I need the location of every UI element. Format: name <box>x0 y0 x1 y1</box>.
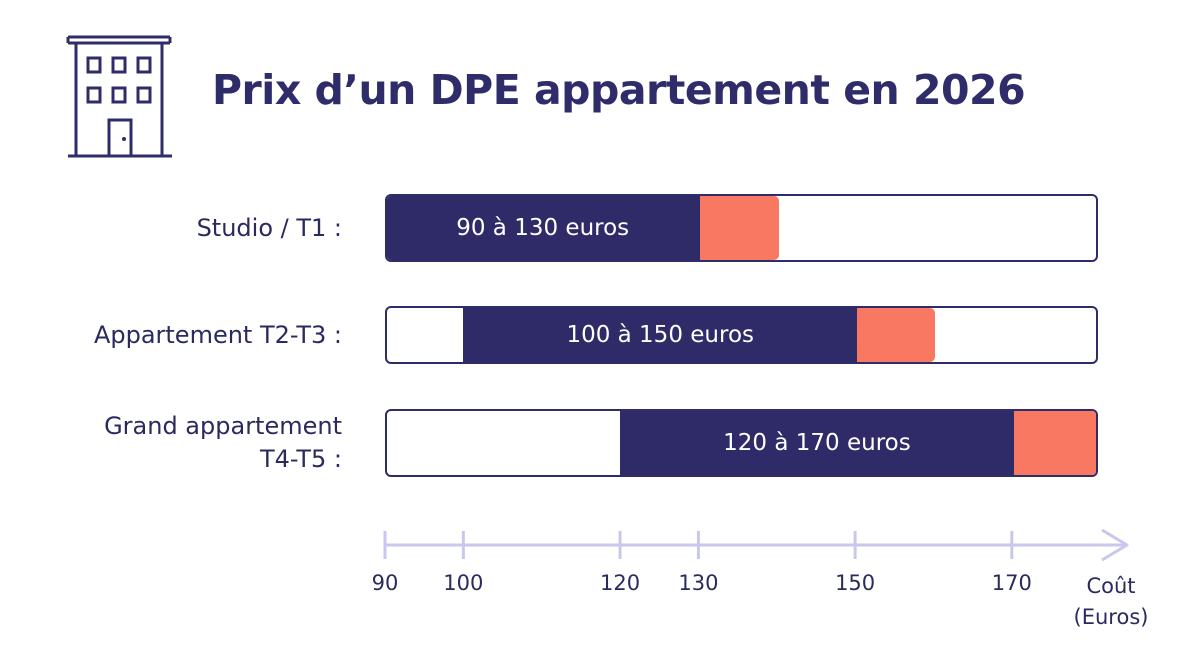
bar-range: 90 à 130 euros <box>387 196 701 260</box>
apartment-building-icon <box>66 35 172 158</box>
arrow-right-icon <box>1101 528 1129 562</box>
x-tick-label: 130 <box>678 571 719 595</box>
x-axis-label: Coût (Euros) <box>1066 571 1156 633</box>
category-label-line: Appartement T2-T3 : <box>93 320 342 349</box>
x-tick-label: 100 <box>443 571 484 595</box>
bar-extension <box>694 196 779 260</box>
bar-data-label: 90 à 130 euros <box>456 215 630 241</box>
bar-data-label: 120 à 170 euros <box>723 430 911 456</box>
category-label-line: T4-T5 : <box>259 445 342 473</box>
category-label-line: Studio / T1 : <box>196 213 342 242</box>
x-axis-label-line-2: (Euros) <box>1073 605 1149 629</box>
bar-extension <box>1007 411 1096 475</box>
bar-track: 100 à 150 euros <box>385 306 1098 364</box>
x-axis-label-line-1: Coût <box>1086 574 1136 598</box>
category-label: Studio / T1 : <box>197 212 342 245</box>
chart-title: Prix d’un DPE appartement en 2026 <box>212 66 1026 114</box>
x-tick-label: 120 <box>600 571 641 595</box>
bar-extension <box>851 308 936 362</box>
bar-range: 100 à 150 euros <box>463 308 858 362</box>
bar-range: 120 à 170 euros <box>620 411 1014 475</box>
x-tick-label: 150 <box>835 571 876 595</box>
bar-data-label: 100 à 150 euros <box>566 322 754 348</box>
category-label: Appartement T2-T3 : <box>94 319 342 352</box>
category-label: Grand appartement T4-T5 : <box>104 410 342 476</box>
x-tick-label: 170 <box>991 571 1032 595</box>
category-label-line: Grand appartement <box>104 412 342 440</box>
x-tick-label: 90 <box>371 571 399 595</box>
bar-track: 120 à 170 euros <box>385 409 1098 477</box>
bar-track: 90 à 130 euros <box>385 194 1098 262</box>
